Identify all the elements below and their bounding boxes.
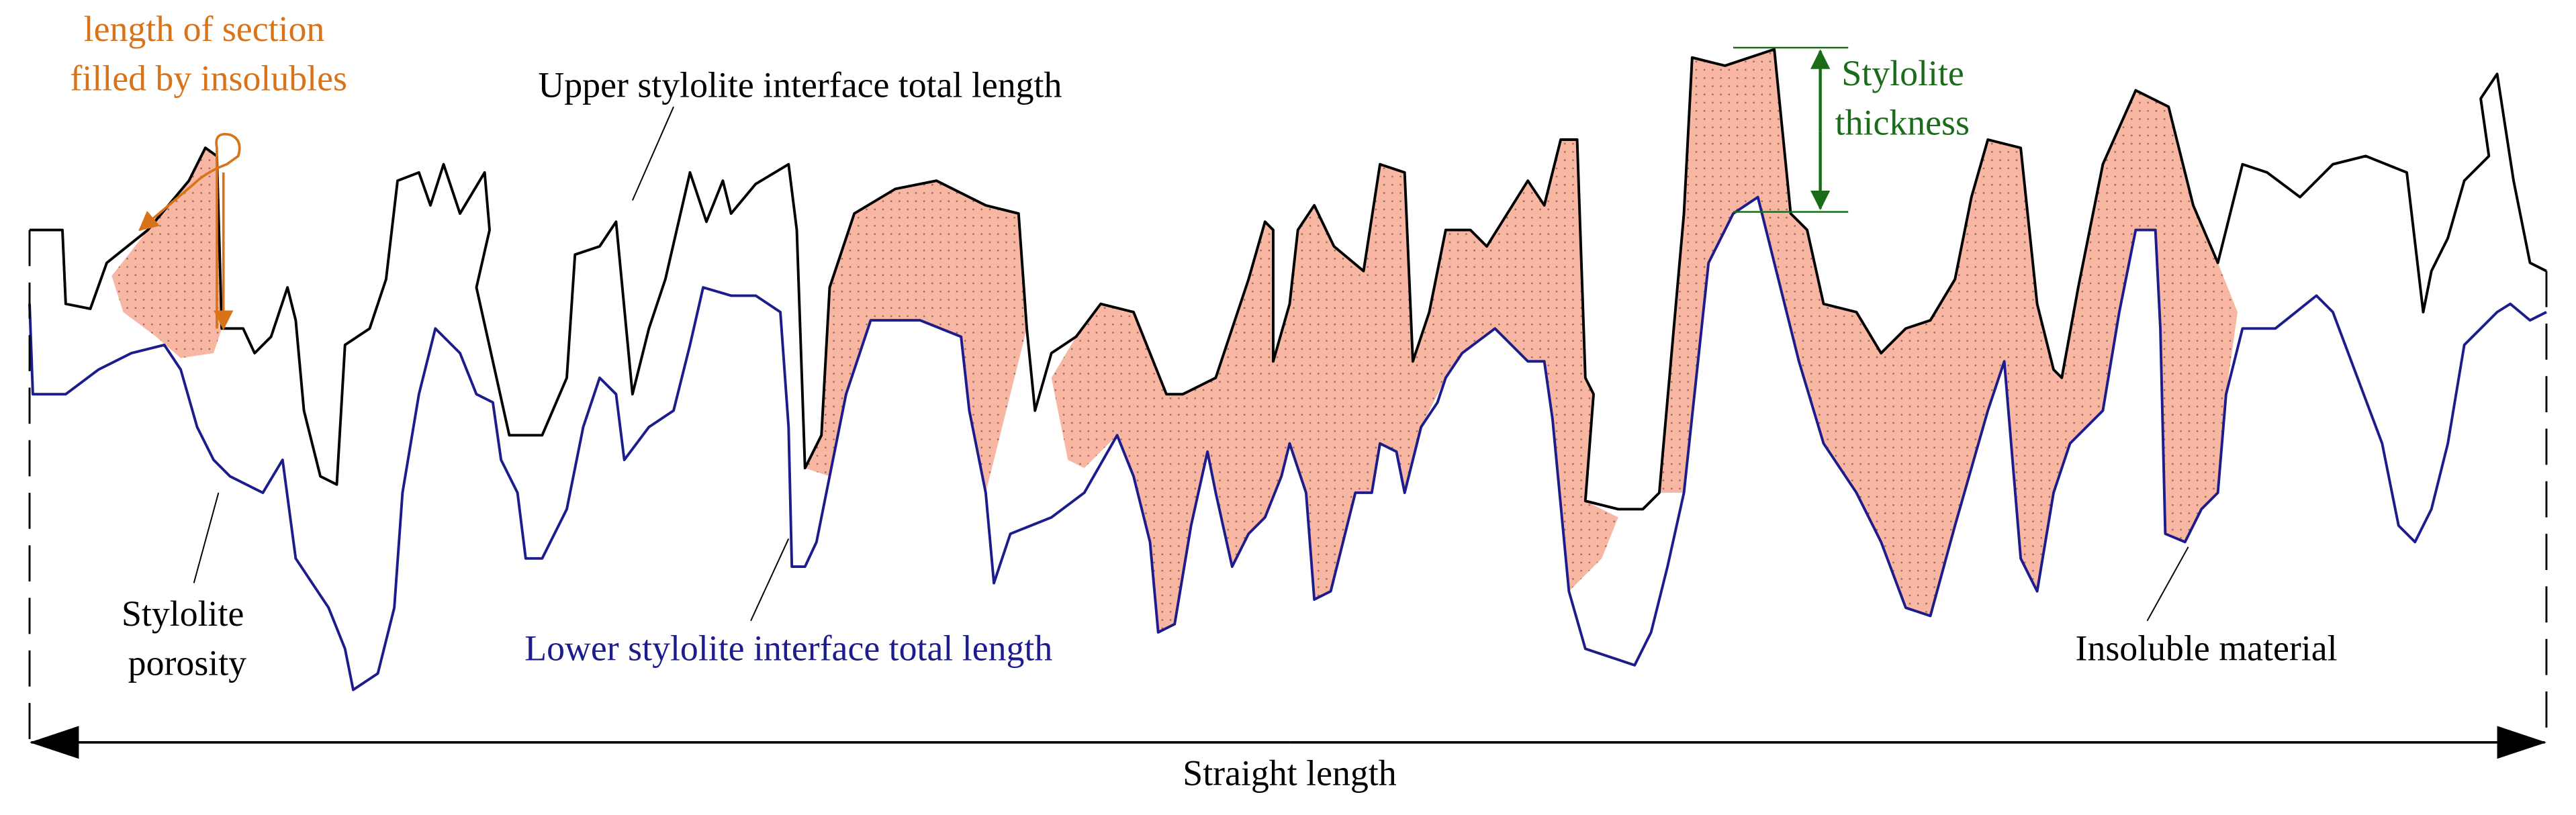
upper-interface (30, 48, 2547, 511)
leader-line (193, 492, 220, 583)
thickness-label: Stylolite thickness (1835, 53, 1974, 142)
label-line: thickness (1835, 103, 1970, 143)
insoluble-label: Insoluble material (2076, 628, 2338, 669)
leader-line (631, 106, 674, 201)
label-line: length of section (84, 9, 325, 49)
insolubles-outline (138, 133, 241, 329)
leader-line (750, 538, 790, 622)
leader-line (2146, 546, 2189, 622)
label-line: porosity (128, 643, 246, 683)
label-line: Stylolite (1841, 53, 1964, 93)
porosity-label: Stylolite porosity (122, 593, 253, 683)
straight-length-label: Straight length (1183, 753, 1396, 793)
label-line: Stylolite (122, 593, 244, 634)
label-line: filled by insolubles (70, 58, 347, 99)
upper-interface-label: Upper stylolite interface total length (538, 64, 1062, 105)
insolubles-label: length of section filled by insolubles (70, 9, 347, 98)
lower-interface (28, 195, 2547, 691)
lower-interface-label: Lower stylolite interface total length (524, 628, 1052, 669)
